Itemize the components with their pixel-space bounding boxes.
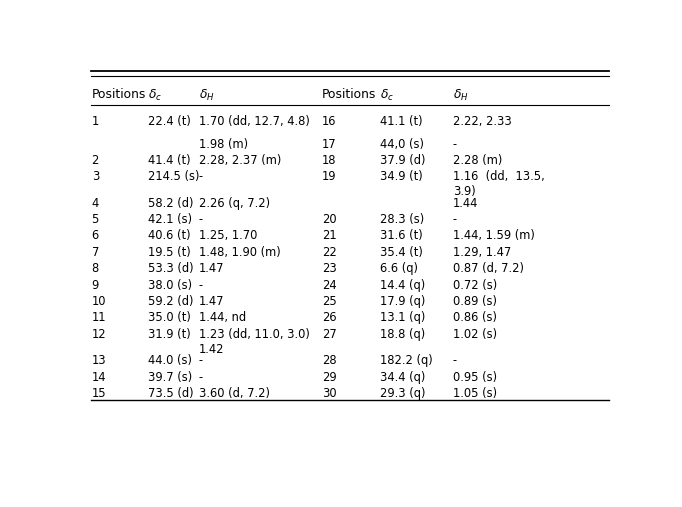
Text: 15: 15 [91, 387, 106, 400]
Text: 9: 9 [91, 279, 99, 292]
Text: 20: 20 [322, 213, 337, 226]
Text: 73.5 (d): 73.5 (d) [147, 387, 193, 400]
Text: 19: 19 [322, 170, 336, 183]
Text: 41.1 (t): 41.1 (t) [380, 115, 423, 128]
Text: Positions: Positions [91, 88, 146, 101]
Text: 17.9 (q): 17.9 (q) [380, 295, 426, 308]
Text: 8: 8 [91, 262, 99, 275]
Text: 2.28 (m): 2.28 (m) [453, 154, 502, 167]
Text: 19.5 (t): 19.5 (t) [147, 246, 190, 259]
Text: -: - [199, 371, 203, 384]
Text: -: - [453, 213, 457, 226]
Text: 0.89 (s): 0.89 (s) [453, 295, 496, 308]
Text: 6.6 (q): 6.6 (q) [380, 262, 418, 275]
Text: 3.60 (d, 7.2): 3.60 (d, 7.2) [199, 387, 270, 400]
Text: 1.47: 1.47 [199, 295, 224, 308]
Text: 1: 1 [91, 115, 99, 128]
Text: 214.5 (s): 214.5 (s) [147, 170, 199, 183]
Text: 1.44, 1.59 (m): 1.44, 1.59 (m) [453, 230, 535, 242]
Text: $\delta_H$: $\delta_H$ [199, 88, 215, 103]
Text: 0.86 (s): 0.86 (s) [453, 311, 496, 324]
Text: -: - [453, 138, 457, 151]
Text: 0.95 (s): 0.95 (s) [453, 371, 496, 384]
Text: 4: 4 [91, 197, 99, 210]
Text: 1.25, 1.70: 1.25, 1.70 [199, 230, 257, 242]
Text: 16: 16 [322, 115, 336, 128]
Text: 29: 29 [322, 371, 337, 384]
Text: -: - [199, 213, 203, 226]
Text: 182.2 (q): 182.2 (q) [380, 354, 433, 368]
Text: 53.3 (d): 53.3 (d) [147, 262, 193, 275]
Text: 14: 14 [91, 371, 106, 384]
Text: 35.0 (t): 35.0 (t) [147, 311, 190, 324]
Text: 1.29, 1.47: 1.29, 1.47 [453, 246, 511, 259]
Text: 23: 23 [322, 262, 337, 275]
Text: 6: 6 [91, 230, 99, 242]
Text: 2.28, 2.37 (m): 2.28, 2.37 (m) [199, 154, 281, 167]
Text: 13: 13 [91, 354, 106, 368]
Text: 7: 7 [91, 246, 99, 259]
Text: 3: 3 [91, 170, 99, 183]
Text: 13.1 (q): 13.1 (q) [380, 311, 426, 324]
Text: 31.9 (t): 31.9 (t) [147, 328, 190, 341]
Text: 1.47: 1.47 [199, 262, 224, 275]
Text: 1.23 (dd, 11.0, 3.0)
1.42: 1.23 (dd, 11.0, 3.0) 1.42 [199, 328, 310, 356]
Text: 59.2 (d): 59.2 (d) [147, 295, 193, 308]
Text: 41.4 (t): 41.4 (t) [147, 154, 190, 167]
Text: 35.4 (t): 35.4 (t) [380, 246, 423, 259]
Text: 2.22, 2.33: 2.22, 2.33 [453, 115, 512, 128]
Text: 37.9 (d): 37.9 (d) [380, 154, 426, 167]
Text: 11: 11 [91, 311, 106, 324]
Text: $\delta_H$: $\delta_H$ [453, 88, 469, 103]
Text: 44.0 (s): 44.0 (s) [147, 354, 192, 368]
Text: 17: 17 [322, 138, 337, 151]
Text: 38.0 (s): 38.0 (s) [147, 279, 192, 292]
Text: 1.44, nd: 1.44, nd [199, 311, 246, 324]
Text: 18.8 (q): 18.8 (q) [380, 328, 426, 341]
Text: Positions: Positions [322, 88, 376, 101]
Text: 2.26 (q, 7.2): 2.26 (q, 7.2) [199, 197, 270, 210]
Text: 42.1 (s): 42.1 (s) [147, 213, 192, 226]
Text: 14.4 (q): 14.4 (q) [380, 279, 426, 292]
Text: $\delta_c$: $\delta_c$ [147, 88, 162, 103]
Text: 25: 25 [322, 295, 337, 308]
Text: 22: 22 [322, 246, 337, 259]
Text: 1.98 (m): 1.98 (m) [199, 138, 248, 151]
Text: 28.3 (s): 28.3 (s) [380, 213, 424, 226]
Text: 40.6 (t): 40.6 (t) [147, 230, 190, 242]
Text: 2: 2 [91, 154, 99, 167]
Text: 34.4 (q): 34.4 (q) [380, 371, 426, 384]
Text: 31.6 (t): 31.6 (t) [380, 230, 423, 242]
Text: 10: 10 [91, 295, 106, 308]
Text: 29.3 (q): 29.3 (q) [380, 387, 426, 400]
Text: $\delta_c$: $\delta_c$ [380, 88, 394, 103]
Text: 1.16  (dd,  13.5,
3.9): 1.16 (dd, 13.5, 3.9) [453, 170, 544, 198]
Text: -: - [453, 354, 457, 368]
Text: 1.44: 1.44 [453, 197, 478, 210]
Text: 21: 21 [322, 230, 337, 242]
Text: 28: 28 [322, 354, 337, 368]
Text: 12: 12 [91, 328, 106, 341]
Text: 22.4 (t): 22.4 (t) [147, 115, 190, 128]
Text: -: - [199, 354, 203, 368]
Text: 26: 26 [322, 311, 337, 324]
Text: 27: 27 [322, 328, 337, 341]
Text: 0.87 (d, 7.2): 0.87 (d, 7.2) [453, 262, 524, 275]
Text: 30: 30 [322, 387, 337, 400]
Text: 1.02 (s): 1.02 (s) [453, 328, 496, 341]
Text: 44,0 (s): 44,0 (s) [380, 138, 424, 151]
Text: 5: 5 [91, 213, 99, 226]
Text: 1.48, 1.90 (m): 1.48, 1.90 (m) [199, 246, 280, 259]
Text: 0.72 (s): 0.72 (s) [453, 279, 497, 292]
Text: 39.7 (s): 39.7 (s) [147, 371, 192, 384]
Text: -: - [199, 279, 203, 292]
Text: 58.2 (d): 58.2 (d) [147, 197, 193, 210]
Text: 18: 18 [322, 154, 336, 167]
Text: 1.05 (s): 1.05 (s) [453, 387, 496, 400]
Text: -: - [199, 170, 203, 183]
Text: 24: 24 [322, 279, 337, 292]
Text: 34.9 (t): 34.9 (t) [380, 170, 423, 183]
Text: 1.70 (dd, 12.7, 4.8): 1.70 (dd, 12.7, 4.8) [199, 115, 310, 128]
